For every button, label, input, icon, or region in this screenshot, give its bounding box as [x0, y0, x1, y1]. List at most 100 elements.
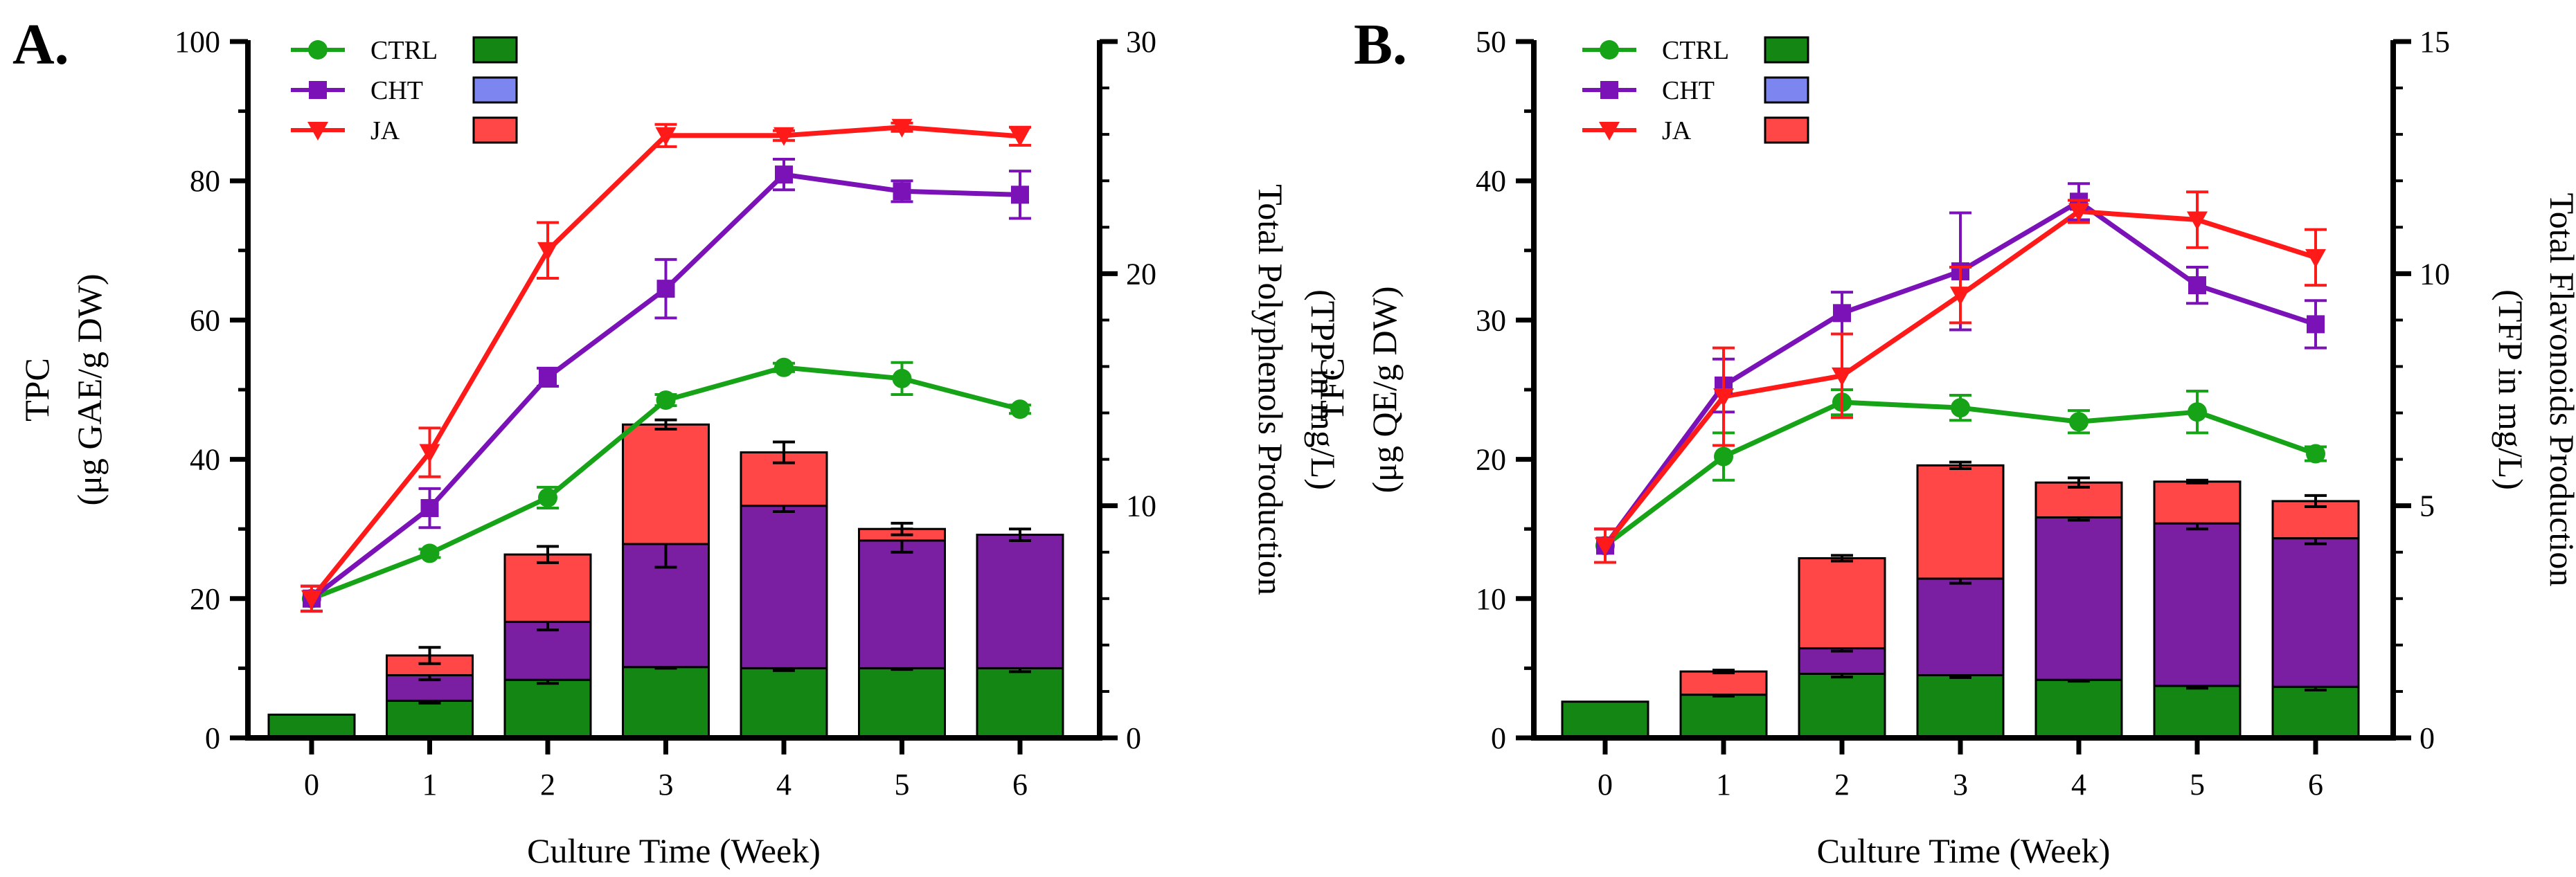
legend-marker-cht: [309, 81, 327, 99]
bar-cht-week-2: [1798, 647, 1886, 675]
point-ctrl-week-5: [892, 368, 912, 388]
point-ja-week-6: [1010, 127, 1030, 147]
x-tick-label-0: 0: [1598, 768, 1613, 802]
bar-error-ja-week-1: [1712, 669, 1735, 675]
bar-cht-week-4: [740, 505, 828, 669]
legend-marker-cht: [1600, 81, 1618, 99]
bar-error-ja-week-3: [654, 418, 677, 431]
point-ctrl-week-2: [538, 487, 557, 507]
bar-cht-week-3: [1916, 577, 2005, 676]
right-tick-label-0: 0: [1126, 721, 1141, 755]
right-tick-label-20: 20: [1126, 257, 1156, 291]
panel-b: B. 0 10 20 30 40 50 0 5 10 15 0 1 2 3 4 5 6 Culture Time (…: [1312, 12, 2576, 870]
bar-ctrl-week-6: [2271, 685, 2360, 739]
point-ja-week-6: [2305, 248, 2326, 268]
point-cht-week-5: [893, 182, 911, 201]
point-ja-week-3: [1950, 287, 1971, 306]
bar-ja-week-3: [622, 423, 710, 545]
legend-marker-ja: [307, 122, 328, 141]
point-cht-week-5: [2188, 276, 2206, 295]
x-tick-label-6: 6: [1012, 768, 1028, 802]
left-tick-label-20: 20: [190, 582, 220, 616]
bar-error-ja-week-4: [773, 440, 795, 464]
bar-ctrl-week-2: [1798, 672, 1886, 739]
right-tick-label-15: 15: [2420, 25, 2450, 59]
right-tick-label-10: 10: [1126, 489, 1156, 523]
line-group: [301, 118, 1031, 613]
left-tick-label-40: 40: [190, 443, 220, 477]
bar-ja-week-2: [1798, 557, 1886, 650]
legend-box-ja: [472, 116, 518, 144]
line-group: [1594, 182, 2327, 564]
right-tick-label-5: 5: [2420, 489, 2435, 523]
bar-error-ja-week-1: [418, 646, 441, 665]
right-axis-title-line-2: (TFP in mg/L): [2492, 289, 2530, 490]
point-ja-week-1: [419, 444, 440, 463]
point-ctrl-week-1: [1714, 446, 1733, 467]
bar-ctrl-week-4: [740, 667, 828, 739]
point-ctrl-week-3: [656, 390, 676, 410]
left-axis-title-line-2: (μg QE/g DW): [1365, 287, 1404, 494]
point-ctrl-week-1: [420, 543, 440, 563]
point-ja-week-2: [537, 242, 558, 261]
right-axis-title-line-1: Total Polyphenols Production: [1251, 184, 1290, 595]
bar-ja-week-5: [2153, 480, 2242, 525]
x-tick-label-4: 4: [2071, 768, 2086, 802]
left-tick-label-0: 0: [1491, 721, 1506, 755]
bar-error-ja-week-6: [2305, 494, 2327, 509]
point-ja-week-4: [2068, 203, 2089, 222]
left-axis-title-line-1: TPC: [17, 358, 56, 422]
bar-error-ja-week-4: [2068, 476, 2090, 489]
point-cht-week-4: [775, 165, 793, 184]
point-cht-week-2: [539, 368, 557, 386]
point-cht-week-1: [420, 499, 439, 518]
point-ja-week-0: [301, 590, 322, 609]
bar-error-ja-week-2: [537, 545, 559, 564]
bar-cht-week-6: [2271, 537, 2360, 688]
legend-label-ja: JA: [370, 116, 400, 145]
left-tick-label-40: 40: [1476, 164, 1506, 198]
bar-ja-week-1: [1679, 670, 1768, 696]
right-tick-label-30: 30: [1126, 25, 1156, 59]
right-axis-title-line-2: (TPP in mg/L): [1304, 289, 1343, 490]
panel-label: B.: [1354, 12, 1407, 77]
bar-ctrl-week-1: [386, 699, 474, 739]
point-ctrl-week-6: [2306, 444, 2325, 464]
x-tick-label-6: 6: [2308, 768, 2323, 802]
panel-label: A.: [12, 12, 69, 77]
bar-ja-week-2: [503, 553, 592, 623]
bar-ja-week-3: [1916, 464, 2005, 580]
legend-box-ja: [1764, 116, 1809, 144]
panel-a: A. 0 20 40 60 80 100 0 10 20 30 0 1 2 3 4 5 6 Culture Time…: [12, 12, 1343, 870]
bar-ctrl-week-2: [503, 678, 592, 739]
legend-box-ctrl: [1764, 36, 1809, 64]
right-tick-label-0: 0: [2420, 721, 2435, 755]
legend-label-ctrl: CTRL: [370, 36, 438, 65]
legend: CTRL CHT JA: [291, 36, 518, 145]
x-axis-title: Culture Time (Week): [1817, 831, 2111, 870]
bar-cht-week-5: [858, 539, 946, 669]
bar-ctrl-week-0: [267, 713, 356, 739]
left-tick-label-100: 100: [175, 25, 220, 59]
bar-error-cht-week-6: [1009, 527, 1031, 542]
x-tick-label-3: 3: [1953, 768, 1968, 802]
axes: 0 20 40 60 80 100 0 10 20 30 0 1 2 3 4 5 6 Culture Time (…: [17, 25, 1343, 870]
legend-marker-ja: [1599, 122, 1620, 141]
left-tick-label-80: 80: [190, 164, 220, 198]
bar-ctrl-week-3: [1916, 673, 2005, 739]
point-ctrl-week-3: [1951, 398, 1970, 418]
right-axis-title-line-1: Total Flavonoids Production: [2543, 193, 2576, 587]
bar-group: [267, 418, 1064, 739]
left-axis-title-line-1: TFC: [1312, 358, 1351, 422]
point-ja-week-4: [773, 127, 794, 146]
point-ja-week-5: [2187, 211, 2208, 230]
bar-error-ja-week-3: [1949, 460, 1971, 471]
legend: CTRL CHT JA: [1582, 36, 1809, 145]
legend-box-cht: [472, 76, 518, 104]
point-ja-week-3: [655, 127, 677, 146]
point-ja-week-0: [1595, 537, 1616, 557]
legend-label-cht: CHT: [370, 76, 423, 105]
left-tick-label-30: 30: [1476, 303, 1506, 337]
bar-ctrl-week-0: [1561, 700, 1649, 739]
